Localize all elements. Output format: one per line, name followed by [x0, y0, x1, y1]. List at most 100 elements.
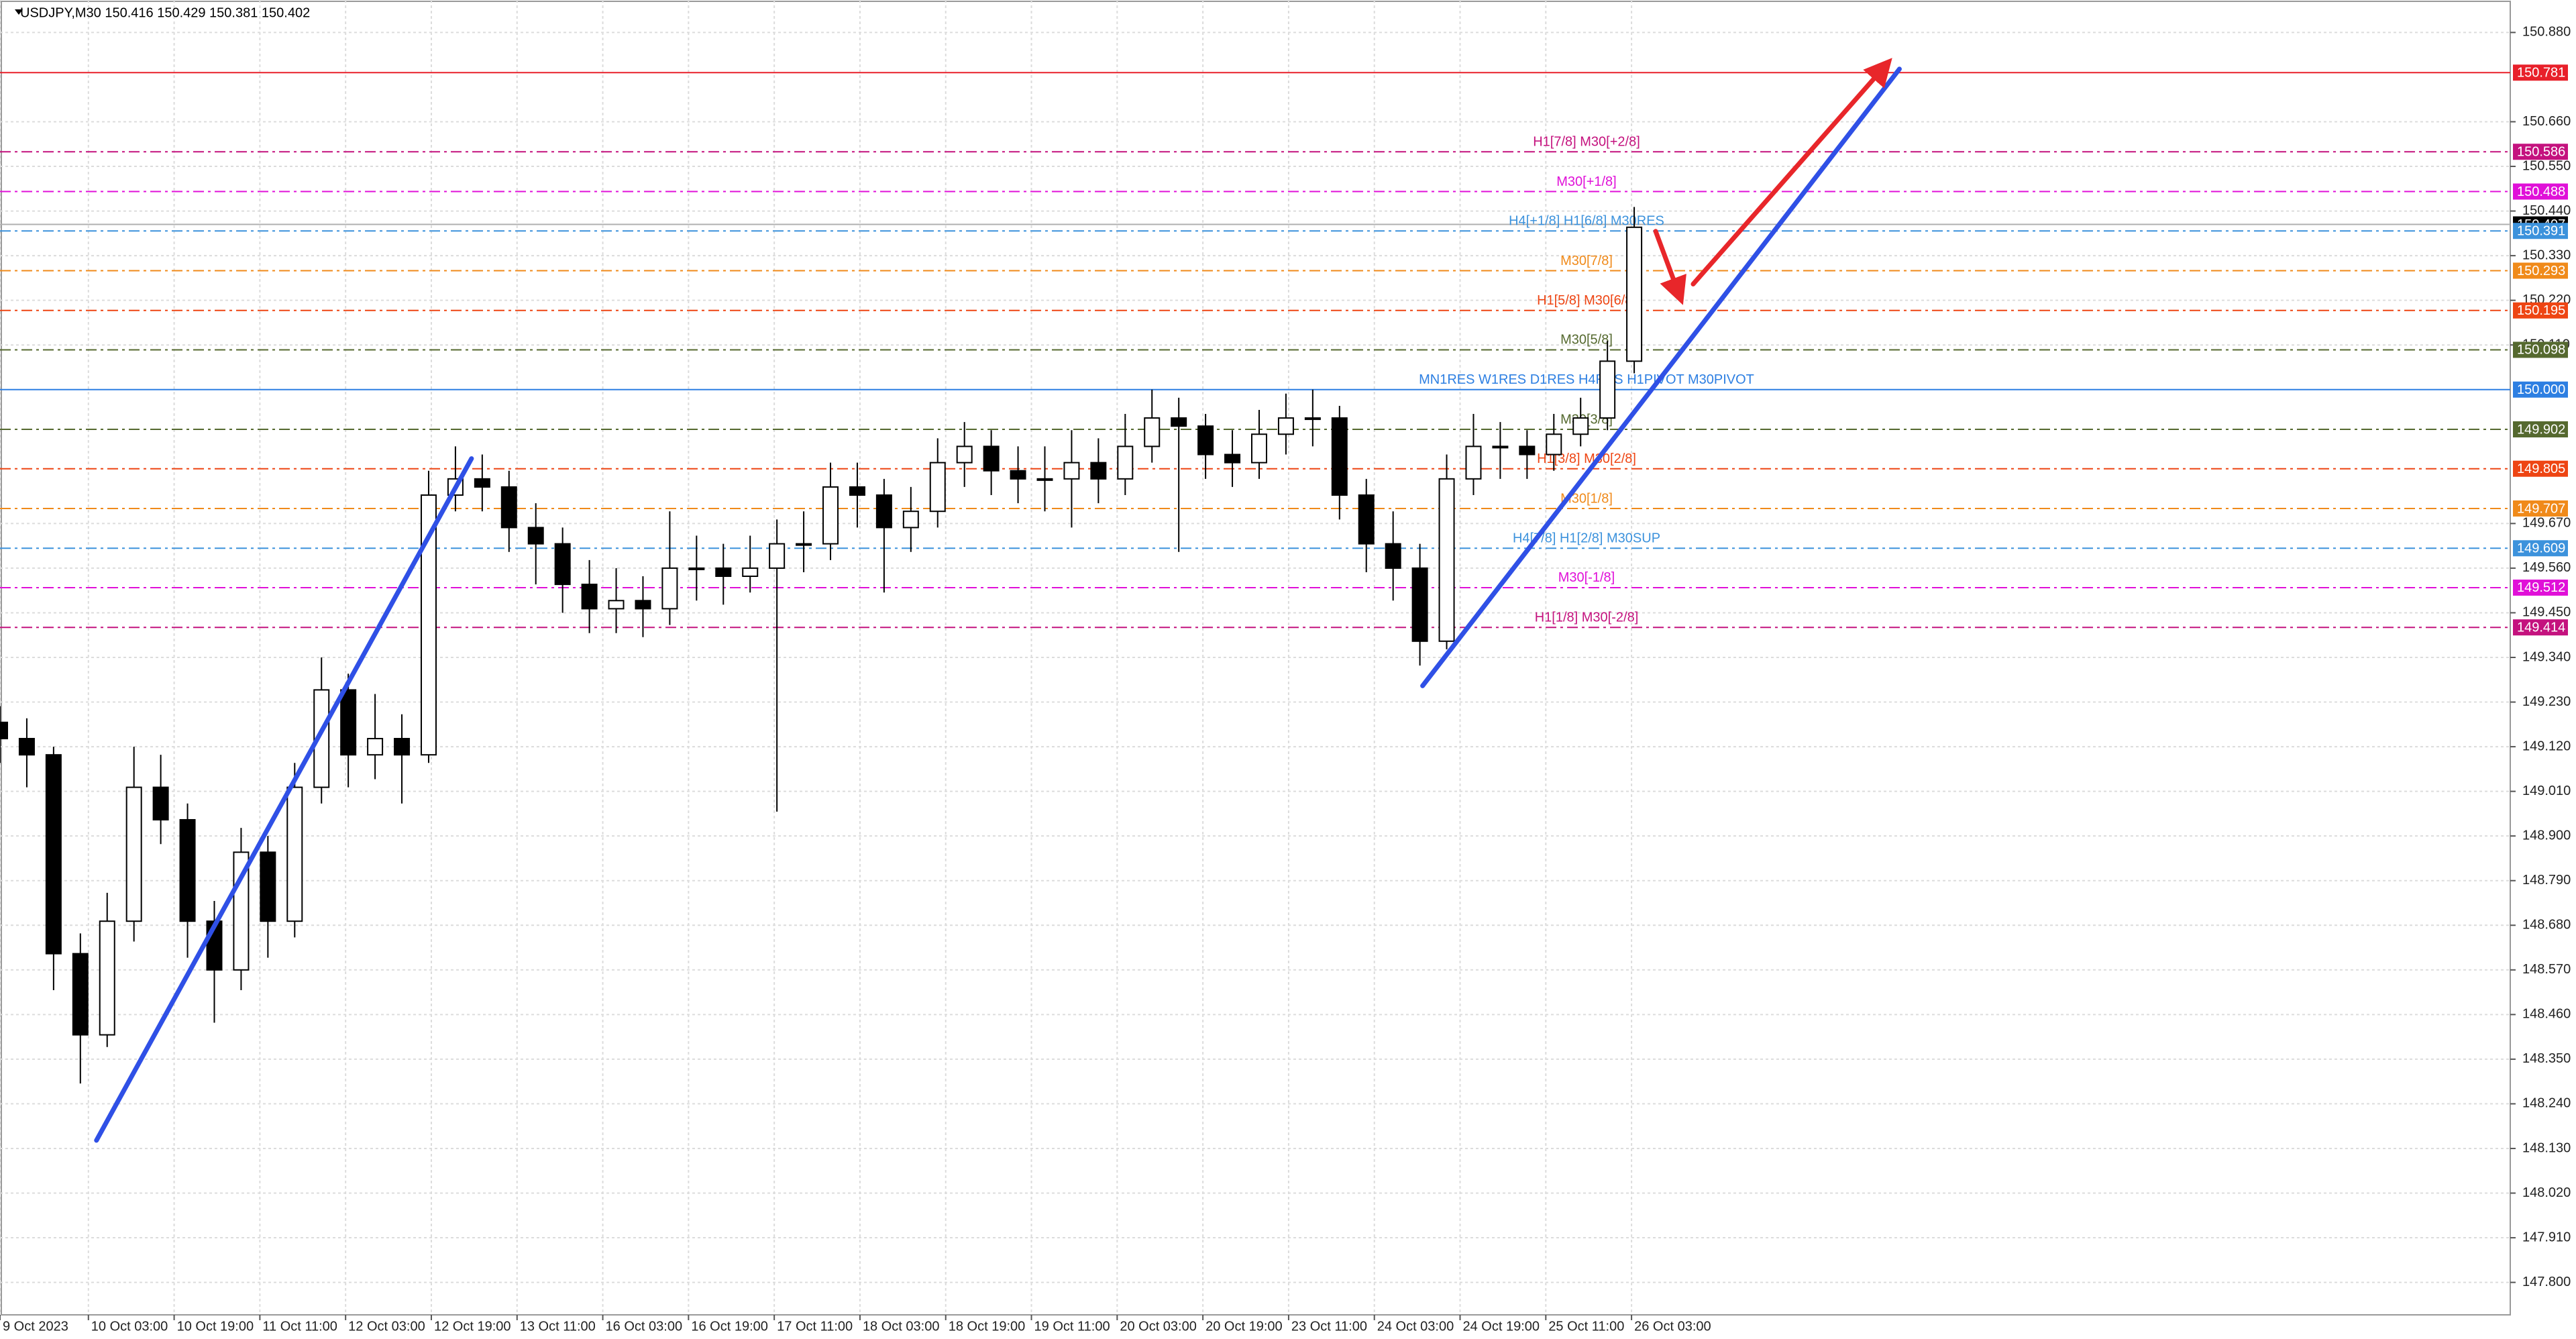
- level-annotation: M30[-1/8]: [1558, 570, 1615, 585]
- candle-body: [500, 486, 517, 529]
- grid: [0, 0, 2510, 1315]
- level-annotation: H4[+1/8] H1[6/8] M30RES: [1509, 213, 1664, 228]
- y-tick-label: 148.130: [2522, 1140, 2571, 1155]
- candle-body: [179, 818, 196, 922]
- y-tick-label: 148.680: [2522, 918, 2571, 932]
- price-level-label: 149.609: [2517, 541, 2565, 556]
- price-level-label: 150.195: [2517, 303, 2565, 318]
- candle-body: [45, 754, 62, 955]
- y-tick-label: 150.330: [2522, 248, 2571, 262]
- price-level-tag: [2513, 619, 2568, 636]
- level-annotation: H1[1/8] M30[-2/8]: [1535, 610, 1639, 625]
- price-level-tag: [2513, 381, 2568, 398]
- trendlines: [94, 58, 1902, 1143]
- candle-body: [929, 462, 946, 513]
- price-level-tag: [2513, 262, 2568, 279]
- candle-body: [554, 543, 571, 586]
- y-tick-label: 149.340: [2522, 649, 2571, 664]
- candle-body: [313, 689, 330, 788]
- chart-header: USDJPY,M30 150.416 150.429 150.381 150.4…: [20, 5, 310, 20]
- price-level-label: 149.902: [2517, 422, 2565, 437]
- trendline: [94, 456, 474, 1143]
- y-tick-label: 148.240: [2522, 1096, 2571, 1111]
- candle-body: [1277, 417, 1294, 435]
- price-level-tag: [2513, 64, 2568, 81]
- level-annotation: M30[7/8]: [1560, 254, 1613, 268]
- x-tick-label: 9 Oct 2023: [3, 1319, 68, 1334]
- y-tick-label: 148.350: [2522, 1051, 2571, 1066]
- candle-body: [1572, 417, 1589, 435]
- header-triangle: [15, 9, 23, 15]
- x-tick-label: 13 Oct 11:00: [520, 1319, 596, 1334]
- candle-body: [1090, 462, 1107, 480]
- level-annotation: M30[5/8]: [1560, 333, 1613, 347]
- price-level-label: 150.488: [2517, 184, 2565, 199]
- candle-body: [902, 511, 919, 529]
- candle-body: [72, 953, 89, 1036]
- candle-body: [849, 486, 865, 496]
- candle-body: [1519, 445, 1536, 456]
- candle-body: [983, 445, 1000, 472]
- price-level-tag: [2513, 144, 2568, 160]
- x-tick-label: 19 Oct 11:00: [1034, 1319, 1110, 1334]
- y-tick-label: 150.440: [2522, 203, 2571, 218]
- candle-body: [367, 737, 384, 756]
- price-level-tag: [2513, 579, 2568, 596]
- level-annotation: H1[5/8] M30[6/8]: [1537, 293, 1636, 308]
- candle-body: [661, 567, 678, 610]
- candle-body: [1411, 567, 1428, 642]
- y-tick-label: 147.910: [2522, 1230, 2571, 1244]
- y-tick-label: 149.560: [2522, 560, 2571, 575]
- x-tick-label: 10 Oct 19:00: [177, 1319, 254, 1334]
- level-annotation: H1[7/8] M30[+2/8]: [1533, 135, 1640, 150]
- price-level-tag: [2513, 460, 2568, 477]
- candle-body: [286, 786, 303, 922]
- levels: H1[7/8] M30[+2/8] M30[+1/8] H4[+1/8] H1[6/…: [0, 72, 2510, 629]
- x-tick-label: 24 Oct 19:00: [1463, 1319, 1540, 1334]
- price-level-label: 150.098: [2517, 343, 2565, 358]
- price-level-tag: [2513, 302, 2568, 319]
- price-level-label: 150.391: [2517, 223, 2565, 238]
- price-level-label: 149.512: [2517, 580, 2565, 595]
- axes: 150.880 150.660 150.550 150.440 150.330 150.2…: [0, 25, 2571, 1334]
- candle-body: [125, 786, 142, 922]
- candle-body: [1063, 462, 1080, 480]
- level-annotation: MN1RES W1RES D1RES H4RES H1PIVOT M30PIVO…: [1419, 372, 1754, 387]
- x-tick-label: 10 Oct 03:00: [91, 1319, 168, 1334]
- candle-body: [608, 600, 625, 610]
- candle-body: [1492, 445, 1509, 449]
- x-tick-label: 20 Oct 19:00: [1205, 1319, 1283, 1334]
- candle-body: [715, 567, 732, 578]
- candle-body: [18, 737, 35, 756]
- price-level-label: 150.586: [2517, 145, 2565, 160]
- x-tick-label: 11 Oct 11:00: [262, 1319, 337, 1334]
- candle-body: [769, 543, 786, 569]
- trendline: [1420, 66, 1902, 688]
- x-tick-label: 18 Oct 19:00: [949, 1319, 1026, 1334]
- candle-body: [1626, 226, 1643, 362]
- x-tick-label: 18 Oct 03:00: [863, 1319, 940, 1334]
- x-tick-label: 16 Oct 03:00: [606, 1319, 683, 1334]
- y-tick-label: 148.900: [2522, 828, 2571, 843]
- candle-body: [1250, 433, 1267, 464]
- y-tick-label: 148.790: [2522, 873, 2571, 888]
- price-level-tag: [2513, 223, 2568, 239]
- candle-body: [1331, 417, 1348, 496]
- candle-body: [688, 567, 705, 570]
- candle-body: [1385, 543, 1401, 569]
- arrow: [1653, 229, 1686, 305]
- x-tick-label: 20 Oct 03:00: [1120, 1319, 1197, 1334]
- candle-body: [875, 494, 892, 529]
- price-level-label: 149.707: [2517, 501, 2565, 516]
- price-level-tag: [2513, 500, 2568, 517]
- x-tick-label: 12 Oct 03:00: [348, 1319, 425, 1334]
- candle-body: [1358, 494, 1375, 545]
- arrow: [1690, 58, 1892, 286]
- candle-body: [1010, 470, 1026, 480]
- candle-body: [956, 445, 973, 464]
- y-tick-label: 149.450: [2522, 605, 2571, 620]
- y-tick-label: 149.010: [2522, 784, 2571, 798]
- candle-body: [99, 920, 115, 1036]
- price-level-tag: [2513, 183, 2568, 200]
